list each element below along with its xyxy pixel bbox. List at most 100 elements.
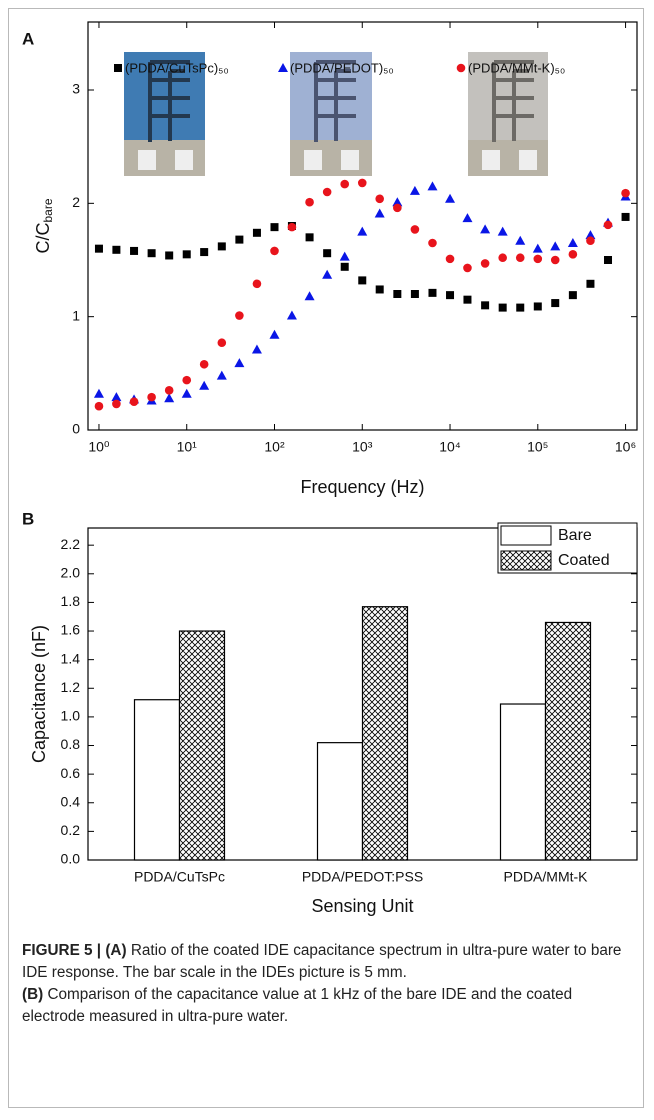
data-point <box>392 197 403 207</box>
y-tick-label: 0 <box>72 421 80 437</box>
data-point <box>199 359 209 369</box>
data-point <box>515 235 526 245</box>
inset-photo <box>290 52 372 176</box>
x-tick-label: 10³ <box>352 439 373 455</box>
data-point <box>393 203 402 213</box>
figure: A B 0 1 2 3 10⁰ 10¹ 10² 10³ 10⁴ 10⁵ 10⁶ (PDDA/CuTsP… <box>22 21 638 916</box>
data-point <box>550 241 561 251</box>
data-point <box>235 311 244 320</box>
data-point <box>551 299 560 308</box>
data-point <box>164 386 174 395</box>
y-tick-label: 1 <box>72 307 80 323</box>
data-point <box>358 276 367 285</box>
data-point <box>304 291 315 301</box>
data-point <box>516 303 525 312</box>
data-point <box>93 388 104 398</box>
data-point <box>305 197 314 207</box>
caption-part-label: (A) <box>105 942 127 959</box>
y-axis-label: Capacitance (nF) <box>29 625 49 763</box>
data-point <box>111 392 122 402</box>
data-point <box>621 188 630 198</box>
data-point <box>480 259 490 268</box>
y-tick-label: 2.0 <box>61 564 81 580</box>
x-tick-label: PDDA/MMt-K <box>504 869 589 885</box>
data-point <box>251 344 262 354</box>
data-point <box>498 253 507 263</box>
inset-photo <box>468 52 548 176</box>
data-point <box>357 178 367 188</box>
legend-marker <box>278 63 288 72</box>
data-point <box>199 380 210 390</box>
data-point <box>532 243 543 253</box>
data-point <box>428 238 437 248</box>
legend-swatch <box>500 525 552 546</box>
y-tick-label: 0.8 <box>61 736 81 752</box>
x-axis-label: Sensing Unit <box>311 896 413 916</box>
data-point <box>217 338 227 348</box>
data-point <box>339 251 350 261</box>
bar <box>544 621 592 861</box>
data-point <box>603 220 613 230</box>
data-point <box>428 288 437 297</box>
data-point <box>216 370 227 380</box>
inset-photo <box>124 52 205 176</box>
data-point <box>481 301 490 310</box>
caption: FIGURE 5 | (A) Ratio of the coated IDE c… <box>22 940 634 1028</box>
figure-frame <box>8 8 644 1108</box>
x-tick-label: 10⁴ <box>439 439 461 455</box>
data-point <box>270 246 279 256</box>
data-point <box>375 194 384 204</box>
legend-label: Bare <box>558 527 592 544</box>
data-point <box>94 401 104 411</box>
y-tick-label: 1.2 <box>61 679 81 695</box>
panel-label: B <box>22 509 34 528</box>
data-point <box>374 208 385 218</box>
caption-label: FIGURE 5 | <box>22 942 102 959</box>
data-point <box>165 251 174 260</box>
data-point <box>427 181 438 191</box>
data-point <box>147 249 156 258</box>
legend-marker <box>456 63 466 73</box>
data-point <box>375 285 384 294</box>
x-axis-label: Frequency (Hz) <box>300 477 424 497</box>
bar <box>499 703 547 861</box>
y-tick-label: 0.6 <box>61 765 81 781</box>
data-point <box>550 255 560 265</box>
bar <box>361 606 409 861</box>
data-point <box>252 228 261 237</box>
y-tick-label: 2.2 <box>61 536 81 552</box>
legend-marker <box>114 64 122 72</box>
data-point <box>200 248 209 257</box>
y-tick-label: 0.0 <box>61 851 81 867</box>
y-tick-label: 2 <box>72 194 80 210</box>
data-point <box>235 235 244 244</box>
data-point <box>567 238 578 247</box>
data-point <box>586 279 595 288</box>
y-tick-label: 3 <box>72 81 80 97</box>
x-tick-label: PDDA/CuTsPc <box>134 869 225 885</box>
y-tick-label: 1.0 <box>61 708 81 724</box>
data-point <box>445 254 455 264</box>
data-point <box>515 253 525 263</box>
data-point <box>234 358 245 368</box>
data-point <box>533 302 542 311</box>
y-axis-label-main: C/C <box>33 223 53 254</box>
data-point <box>252 279 262 289</box>
data-point <box>129 397 139 406</box>
y-axis-label-subscript: bare <box>41 198 55 222</box>
data-point <box>94 244 103 253</box>
x-tick-label: 10² <box>264 439 285 455</box>
legend-label: Coated <box>558 552 610 569</box>
data-point <box>604 256 613 264</box>
legend-label: (PDDA/MMt-K)₅₀ <box>468 60 565 75</box>
y-tick-label: 0.2 <box>61 822 81 838</box>
data-point <box>323 249 332 258</box>
data-point <box>287 222 297 232</box>
x-tick-label: 10⁵ <box>527 439 548 455</box>
data-point <box>393 290 402 298</box>
y-tick-label: 1.8 <box>61 593 81 609</box>
x-tick-label: 10¹ <box>177 439 198 455</box>
data-point <box>445 193 456 203</box>
panel-label: A <box>22 29 34 48</box>
